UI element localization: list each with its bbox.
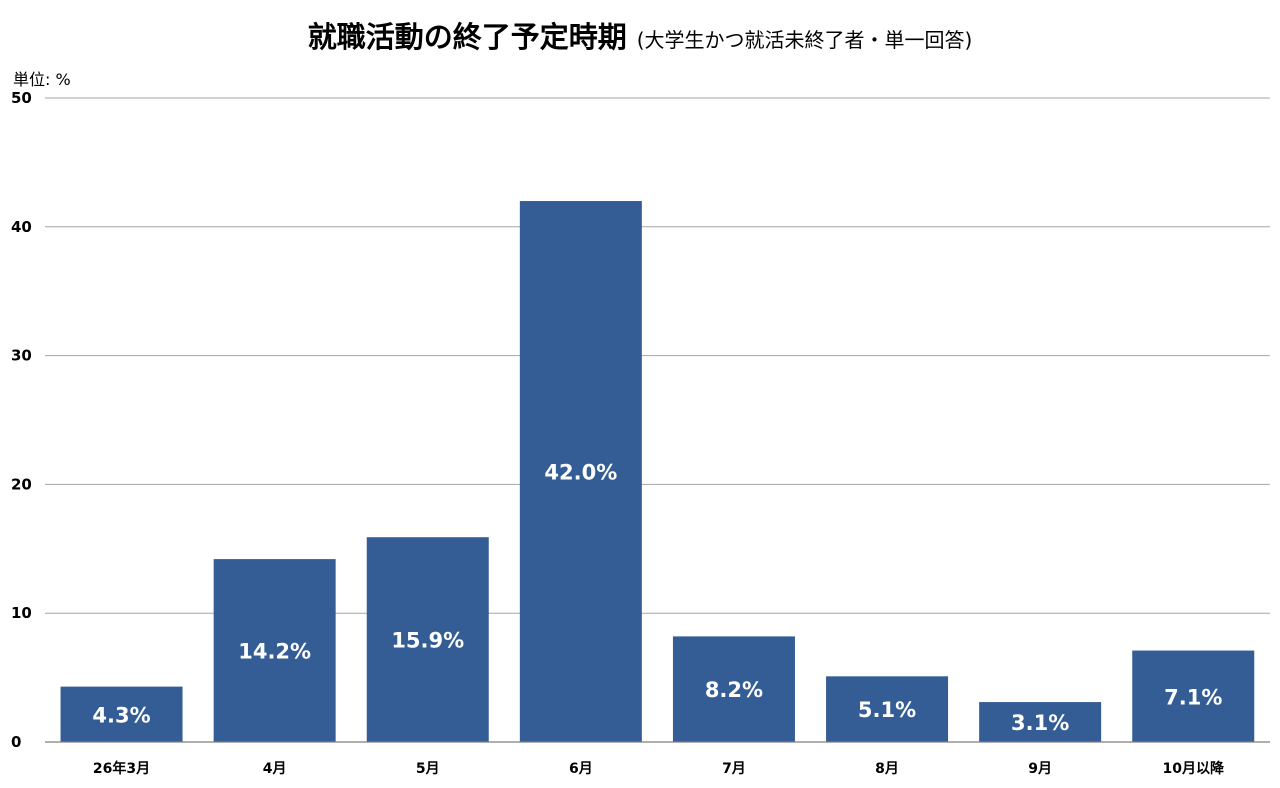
x-tick-label: 26年3月 [93,760,150,777]
x-tick-label: 5月 [416,761,440,777]
axes: 0 10 20 30 40 50 26年3月 4月 5月 6月 7月 8月 9月 10月以降 [11,89,1270,777]
chart-subtitle: (大学生かつ就活未終了者・単一回答) [636,28,973,52]
data-labels: 4.3% 14.2% 15.9% 42.0% 8.2% 5.1% 3.1% 7.1% [92,461,1222,736]
bar [366,537,489,742]
y-tick-label: 40 [11,218,32,236]
data-label: 14.2% [238,640,311,664]
bar [979,702,1102,742]
chart-title-row: 就職活動の終了予定時期 (大学生かつ就活未終了者・単一回答) [0,14,1280,56]
x-tick-label: 7月 [722,761,746,777]
x-tick-label: 4月 [263,761,287,777]
x-tick-label: 8月 [875,761,899,777]
x-tick-label: 9月 [1028,761,1052,777]
bars [60,201,1255,743]
data-label: 42.0% [544,461,617,485]
data-label: 7.1% [1164,685,1222,709]
data-label: 5.1% [858,698,916,722]
x-tick-label: 6月 [569,761,593,777]
y-tick-label: 10 [11,604,32,622]
bar [60,686,183,742]
data-label: 15.9% [391,629,464,653]
bar [519,201,642,743]
y-axis-unit-label: 単位: % [13,70,71,89]
data-label: 3.1% [1011,711,1069,735]
gridlines [45,97,1270,614]
y-tick-label: 0 [11,733,21,751]
y-tick-label: 20 [11,475,32,493]
y-tick-label: 50 [11,89,32,107]
bar [1132,650,1255,742]
data-label: 8.2% [705,678,763,702]
chart-title: 就職活動の終了予定時期 [307,20,627,54]
data-label: 4.3% [92,703,150,727]
bar [826,676,949,742]
y-tick-label: 30 [11,347,32,365]
bar [672,636,795,742]
bar [213,559,336,742]
x-tick-label: 10月以降 [1163,760,1225,777]
